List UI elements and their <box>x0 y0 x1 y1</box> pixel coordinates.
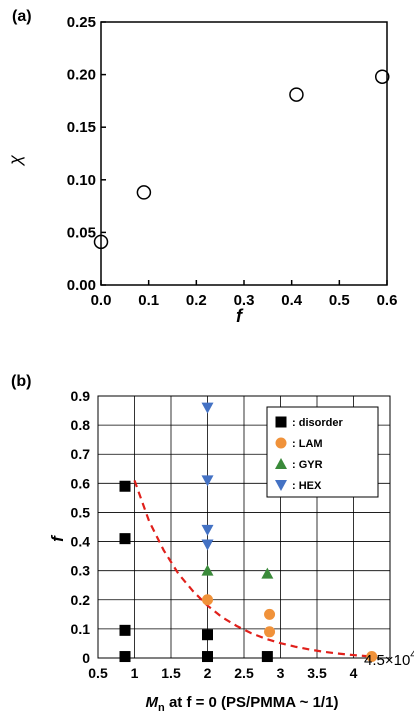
y-tick-label-a: 0.25 <box>67 14 96 31</box>
x-axis-label-sub: n <box>158 702 165 714</box>
legend-label-lam: : LAM <box>292 438 323 450</box>
y-tick-label-b: 0 <box>82 650 90 666</box>
chart-b: (b) f 0.5 1 1.5 2 2.5 3 3.5 4 0 0.1 0.2 0.3 0.4 0.5 0.… <box>11 373 414 714</box>
y-tick-label-b: 0.4 <box>71 534 91 550</box>
data-point-lam <box>202 594 213 606</box>
data-point-lam <box>264 626 276 638</box>
y-tick-label-a: 0.05 <box>67 224 96 241</box>
panel-label-a: (a) <box>12 8 32 25</box>
data-point-disorder <box>119 624 131 636</box>
legend-label-hex: : HEX <box>292 480 322 492</box>
chart-a: (a) χ f 0.0 0.1 0.2 0.3 0.4 0.5 0.6 0.00 0.05 0.1… <box>5 8 398 326</box>
y-tick-label-a: 0.10 <box>67 172 96 189</box>
data-point-a <box>136 185 152 200</box>
x-tick-label-b: 1 <box>131 665 139 681</box>
x-multiplier-b: 4.5×104 <box>364 649 414 669</box>
data-point-hex <box>201 524 214 536</box>
data-point-gyr <box>201 564 214 576</box>
x-tick-label-a: 0.2 <box>186 292 207 309</box>
data-point-disorder <box>119 533 131 545</box>
x-tick-label-a: 0.1 <box>138 292 159 309</box>
legend-marker-disorder <box>275 416 287 428</box>
y-tick-label-b: 0.3 <box>71 563 91 579</box>
x-tick-label-a: 0.0 <box>91 292 112 309</box>
y-tick-label-b: 0.8 <box>71 417 91 433</box>
legend-b: : disorder : LAM : GYR : HEX <box>266 406 379 498</box>
panel-label-b: (b) <box>11 373 31 390</box>
x-tick-label-a: 0.3 <box>234 292 255 309</box>
x-tick-label-a: 0.4 <box>281 292 303 309</box>
x-multiplier-text: 4.5×10 <box>364 652 410 669</box>
x-axis-label-a: f <box>236 306 244 326</box>
data-point-gyr <box>261 567 274 579</box>
y-tick-label-a: 0.20 <box>67 67 96 84</box>
legend-label-disorder: : disorder <box>292 417 343 429</box>
data-point-a <box>374 69 390 84</box>
x-tick-label-b: 3.5 <box>307 665 327 681</box>
y-tick-label-a: 0.00 <box>67 277 96 294</box>
data-point-hex <box>201 539 214 551</box>
x-tick-label-b: 2 <box>204 665 212 681</box>
legend-marker-hex <box>275 480 287 491</box>
y-tick-label-b: 0.2 <box>71 592 91 608</box>
x-tick-label-b: 4 <box>350 665 358 681</box>
x-axis-label-rest: at f = 0 (PS/PMMA ~ 1/1) <box>165 694 339 711</box>
y-tick-label-b: 0.9 <box>71 388 91 404</box>
y-axis-label-b: f <box>48 534 67 542</box>
legend-label-gyr: : GYR <box>292 459 323 471</box>
x-tick-label-b: 3 <box>277 665 285 681</box>
x-tick-label-b: 2.5 <box>234 665 254 681</box>
y-axis-label-a: χ <box>5 154 25 167</box>
x-tick-label-a: 0.5 <box>329 292 350 309</box>
data-point-disorder <box>202 651 213 663</box>
data-point-disorder <box>119 651 131 663</box>
data-point-hex <box>201 475 214 487</box>
y-tick-label-b: 0.1 <box>71 621 91 637</box>
x-tick-label-b: 0.5 <box>88 665 108 681</box>
x-multiplier-exp: 4 <box>410 649 414 661</box>
data-point-disorder <box>119 480 131 492</box>
x-tick-label-a: 0.6 <box>377 292 398 309</box>
data-point-disorder <box>261 651 273 663</box>
data-point-a <box>289 87 304 102</box>
plot-frame-b <box>97 395 391 659</box>
plot-frame-a <box>100 21 388 286</box>
data-point-disorder <box>202 629 213 641</box>
data-point-a <box>93 234 109 250</box>
legend-marker-lam <box>275 437 287 449</box>
data-point-lam <box>264 608 276 620</box>
y-tick-label-b: 0.7 <box>71 446 91 462</box>
fit-curve-b <box>133 480 369 658</box>
data-point-lam <box>366 651 378 663</box>
y-tick-label-a: 0.15 <box>67 119 96 136</box>
y-tick-label-b: 0.6 <box>71 475 91 491</box>
x-axis-label-main: M <box>146 694 159 711</box>
x-tick-label-b: 1.5 <box>161 665 181 681</box>
data-point-hex <box>201 402 214 414</box>
x-axis-label-b: Mn at f = 0 (PS/PMMA ~ 1/1) <box>146 694 339 714</box>
legend-marker-gyr <box>275 458 287 469</box>
y-tick-label-b: 0.5 <box>71 504 91 520</box>
